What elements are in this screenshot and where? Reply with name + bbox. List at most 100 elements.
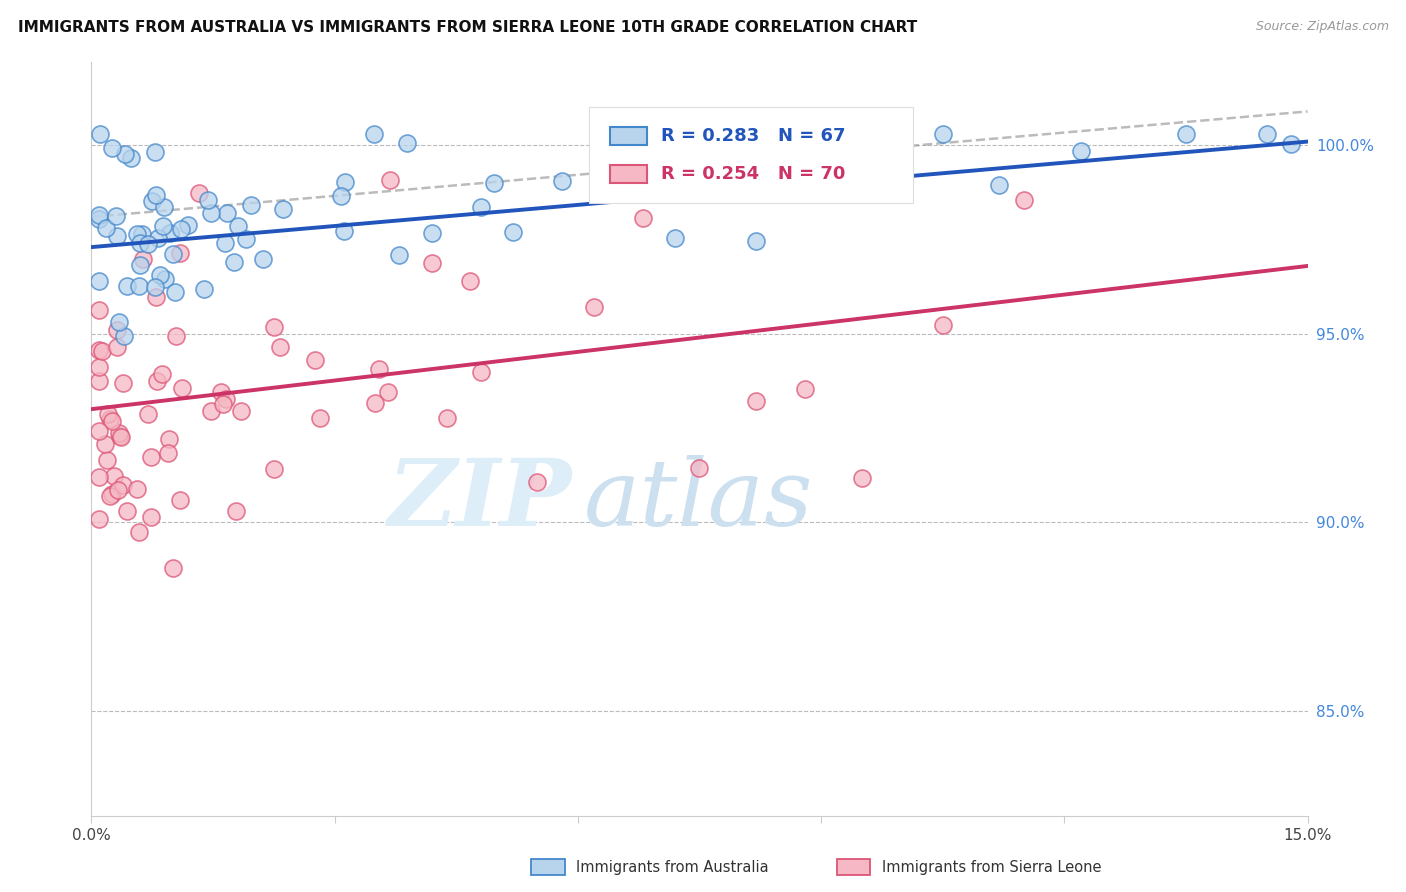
Point	[330, 189, 353, 203]
Point	[271, 202, 294, 216]
Point	[101, 486, 124, 500]
Point	[110, 430, 132, 444]
Point	[200, 404, 222, 418]
Point	[263, 461, 285, 475]
Point	[333, 224, 356, 238]
Point	[145, 290, 167, 304]
Text: Immigrants from Australia: Immigrants from Australia	[576, 860, 769, 874]
Point	[98, 411, 121, 425]
Point	[200, 206, 222, 220]
Point	[225, 504, 247, 518]
Point	[145, 374, 167, 388]
Point	[101, 414, 124, 428]
Point	[1175, 127, 1198, 141]
Point	[1070, 144, 1092, 158]
Point	[153, 200, 176, 214]
Point	[745, 393, 768, 408]
Point	[89, 274, 111, 288]
Point	[170, 221, 193, 235]
Point	[131, 227, 153, 242]
Point	[162, 247, 184, 261]
Point	[235, 232, 257, 246]
Point	[169, 246, 191, 260]
Point	[94, 437, 117, 451]
Point	[107, 483, 129, 497]
Point	[1279, 137, 1302, 152]
Point	[89, 425, 111, 439]
Point	[145, 188, 167, 202]
Point	[157, 432, 180, 446]
Point	[114, 146, 136, 161]
Point	[364, 396, 387, 410]
Point	[139, 510, 162, 524]
Point	[793, 151, 815, 165]
Point	[211, 397, 233, 411]
Point	[108, 315, 131, 329]
Point	[149, 268, 172, 283]
Point	[583, 300, 606, 314]
Point	[197, 194, 219, 208]
Point	[165, 285, 187, 300]
Point	[482, 176, 505, 190]
Point	[129, 235, 152, 250]
Point	[231, 404, 253, 418]
Point	[169, 492, 191, 507]
Point	[420, 256, 443, 270]
Point	[159, 226, 181, 240]
Point	[98, 489, 121, 503]
Point	[128, 524, 150, 539]
Text: R = 0.254   N = 70: R = 0.254 N = 70	[661, 165, 845, 183]
Point	[851, 470, 873, 484]
Point	[127, 227, 149, 242]
Point	[165, 328, 187, 343]
Point	[146, 231, 169, 245]
Point	[128, 278, 150, 293]
Point	[187, 186, 209, 200]
Point	[89, 512, 111, 526]
Point	[226, 219, 249, 233]
Point	[252, 252, 274, 266]
Point	[396, 136, 419, 150]
Point	[150, 367, 173, 381]
Point	[89, 374, 111, 388]
Point	[745, 234, 768, 248]
Point	[793, 382, 815, 396]
Point	[89, 470, 111, 484]
Point	[308, 411, 330, 425]
Point	[89, 212, 111, 227]
Point	[526, 475, 548, 489]
Point	[89, 343, 111, 357]
Point	[713, 127, 735, 141]
Point	[269, 340, 291, 354]
Point	[96, 452, 118, 467]
Point	[101, 141, 124, 155]
Point	[115, 279, 138, 293]
Point	[177, 218, 200, 232]
Point	[209, 384, 232, 399]
Point	[222, 255, 245, 269]
Point	[136, 407, 159, 421]
Point	[132, 252, 155, 267]
Point	[105, 340, 128, 354]
Point	[105, 229, 128, 244]
Point	[162, 561, 184, 575]
Point	[193, 282, 215, 296]
Point	[89, 359, 111, 374]
Point	[931, 127, 953, 141]
Point	[502, 225, 524, 239]
Point	[631, 211, 654, 225]
Point	[1256, 127, 1278, 141]
Point	[380, 172, 402, 186]
Point	[115, 504, 138, 518]
Point	[470, 200, 492, 214]
Point	[112, 328, 135, 343]
Point	[96, 221, 118, 235]
Point	[470, 365, 492, 379]
Point	[104, 209, 127, 223]
Point	[607, 148, 630, 162]
Point	[143, 279, 166, 293]
Point	[143, 145, 166, 160]
Point	[377, 385, 399, 400]
Point	[550, 174, 572, 188]
Point	[120, 151, 142, 165]
